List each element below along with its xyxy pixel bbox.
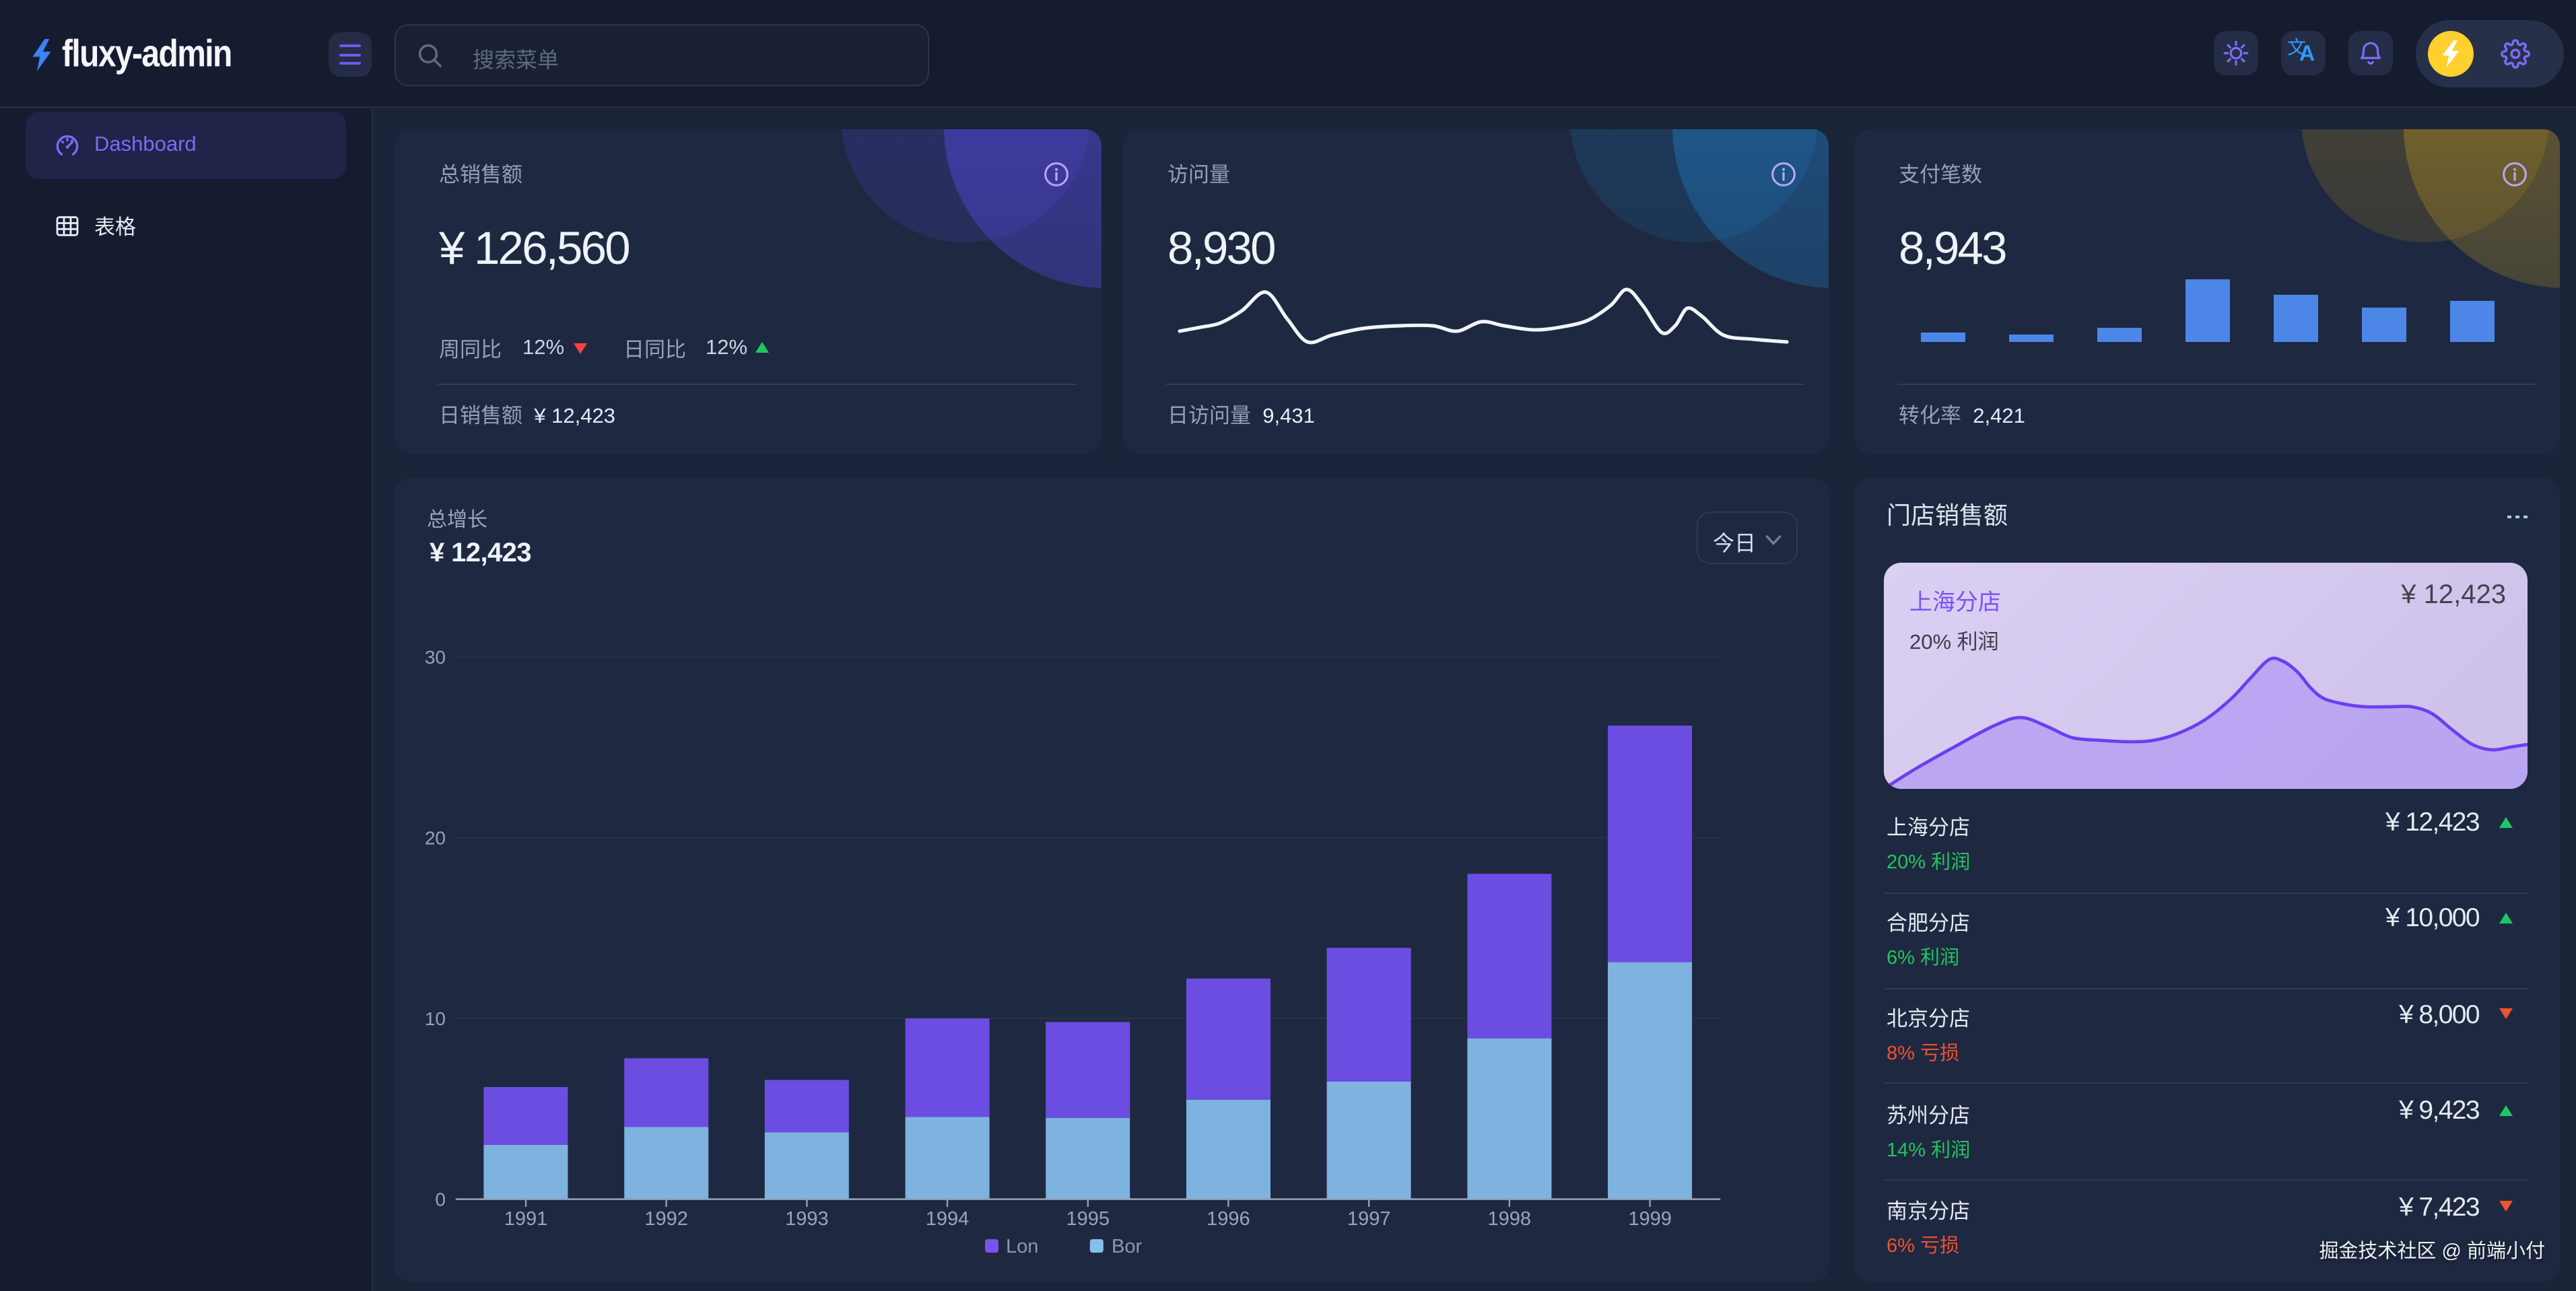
svg-text:1993: 1993	[785, 1208, 829, 1230]
svg-text:10: 10	[425, 1008, 446, 1029]
svg-text:1999: 1999	[1628, 1208, 1672, 1230]
svg-text:Bor: Bor	[1112, 1236, 1142, 1257]
svg-text:Lon: Lon	[1006, 1236, 1038, 1257]
svg-text:1997: 1997	[1347, 1208, 1391, 1230]
svg-text:0: 0	[435, 1189, 446, 1210]
svg-text:1991: 1991	[504, 1208, 548, 1230]
svg-text:1996: 1996	[1207, 1208, 1250, 1230]
svg-text:1994: 1994	[926, 1208, 970, 1230]
svg-text:20: 20	[425, 827, 446, 848]
svg-text:1992: 1992	[644, 1208, 688, 1230]
svg-text:1995: 1995	[1066, 1208, 1110, 1230]
svg-text:1998: 1998	[1488, 1208, 1532, 1230]
svg-text:30: 30	[425, 647, 446, 668]
